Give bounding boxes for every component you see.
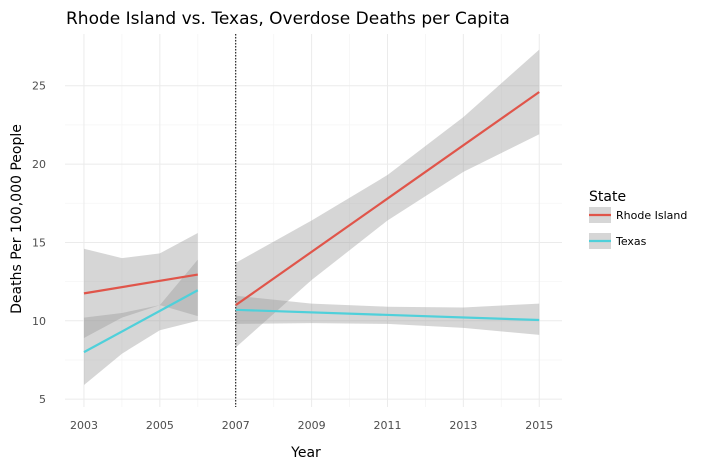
tick-labels: 2003 2005 2007 2009 2011 2013 2015 5 10 15 20 25 [32,80,553,432]
y-tick-label: 15 [32,236,46,249]
y-tick-label: 10 [32,315,46,328]
x-tick-label: 2011 [373,419,401,432]
series-line [83,289,199,354]
legend-label: Rhode Island [616,209,687,222]
y-tick-label: 25 [32,80,46,93]
x-tick-label: 2009 [298,419,326,432]
y-axis-title: Deaths Per 100,000 People [9,124,25,314]
chart-title: Rhode Island vs. Texas, Overdose Deaths … [66,9,510,29]
y-tick-label: 20 [32,158,46,171]
legend-title: State [589,189,626,205]
legend-entries: Rhode Island Texas [589,207,687,249]
series-line [83,273,198,295]
legend: State Rhode Island Texas [589,189,687,249]
series-line [235,308,540,322]
legend-label: Texas [615,235,647,248]
series-line [235,91,540,307]
y-tick-label: 5 [39,393,46,406]
x-tick-label: 2005 [146,419,174,432]
x-tick-label: 2007 [222,419,250,432]
series-lines [83,91,540,354]
x-axis-title: Year [290,445,321,461]
x-tick-label: 2015 [525,419,553,432]
confidence-band [83,233,198,339]
x-tick-label: 2013 [449,419,477,432]
x-tick-label: 2003 [70,419,98,432]
